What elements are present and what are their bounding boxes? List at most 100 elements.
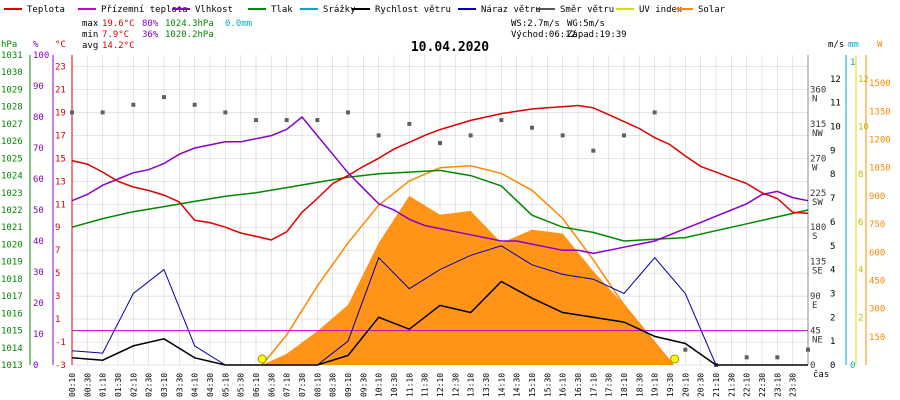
tick-wind-3: 9 <box>830 146 835 156</box>
tick-direction-8: 0 <box>810 361 815 371</box>
stats-avg-label: avg <box>82 41 98 51</box>
temperature-line <box>71 104 809 241</box>
wind-direction-point <box>499 118 504 123</box>
x-axis: 00:10 00:30 01:10 01:30 02:10 02:30 03:10 03:30… <box>68 373 798 397</box>
tick-wind-4: 8 <box>830 170 835 180</box>
x-tick-2: 01:10 <box>99 373 108 397</box>
x-tick-18: 09:10 <box>344 373 353 397</box>
tick-direction-0: 360 <box>810 85 826 95</box>
stats-max-press: 1024.3hPa <box>165 19 214 29</box>
tick-uv-4: 4 <box>858 266 863 276</box>
wind-direction-point <box>652 110 657 115</box>
legend-label-3: Tlak <box>271 5 293 15</box>
tick-direction-name-7: NE <box>812 336 823 346</box>
wind-direction-point <box>806 347 810 352</box>
tick-temperature-0: 23 <box>55 62 66 72</box>
x-tick-34: 17:10 <box>589 373 598 397</box>
tick-pressure-15: 1016 <box>1 309 23 319</box>
tick-humidity-5: 50 <box>33 206 44 216</box>
legend: Teplota Přízemní teplota Vlhkost Tlak Srážky… <box>4 5 726 15</box>
x-tick-41: 20:30 <box>697 373 706 397</box>
wind-direction-point <box>560 133 565 138</box>
tick-solar-8: 300 <box>869 305 885 315</box>
tick-direction-1: 315 <box>810 120 826 130</box>
x-tick-32: 16:10 <box>559 373 568 397</box>
tick-solar-7: 450 <box>869 276 885 286</box>
tick-wind-12: 0 <box>830 361 835 371</box>
wind-direction-point <box>162 95 166 100</box>
x-tick-21: 10:30 <box>390 373 399 397</box>
wind-direction-point <box>70 110 74 115</box>
tick-temperature-9: 5 <box>55 269 60 279</box>
tick-uv-5: 2 <box>858 313 863 323</box>
tick-humidity-1: 90 <box>33 82 44 92</box>
legend-label-5: Rychlost větru <box>375 5 451 15</box>
x-tick-8: 04:10 <box>191 373 200 397</box>
tick-wind-0: 12 <box>830 75 841 85</box>
tick-wind-1: 11 <box>830 99 841 109</box>
x-tick-15: 07:30 <box>298 373 307 397</box>
tick-direction-name-0: N <box>812 94 817 104</box>
tick-direction-3: 225 <box>810 189 826 199</box>
x-tick-24: 12:10 <box>436 373 445 397</box>
stats-min-temp: 7.9°C <box>102 30 129 40</box>
tick-pressure-17: 1014 <box>1 344 23 354</box>
tick-pressure-6: 1025 <box>1 154 23 164</box>
wind-direction-point <box>192 102 197 107</box>
tick-direction-4: 180 <box>810 223 826 233</box>
tick-pressure-9: 1022 <box>1 206 23 216</box>
wind-direction-point <box>223 110 228 115</box>
tick-temperature-7: 9 <box>55 223 60 233</box>
wind-direction-point <box>438 141 442 146</box>
tick-wind-2: 10 <box>830 123 841 133</box>
wind-direction-point <box>100 110 105 115</box>
tick-temperature-6: 11 <box>55 200 66 210</box>
wind-direction-point <box>683 347 688 352</box>
wind-direction-point <box>775 355 780 360</box>
legend-label-7: Směr větru <box>560 5 614 15</box>
x-tick-13: 06:30 <box>267 373 276 397</box>
tick-solar-1: 1350 <box>869 107 891 117</box>
wind-direction-point <box>376 133 381 138</box>
stats-max-label: max <box>82 19 99 29</box>
x-tick-39: 19:30 <box>666 373 675 397</box>
tick-pressure-8: 1023 <box>1 189 23 199</box>
tick-pressure-3: 1028 <box>1 103 23 113</box>
legend-label-9: Solar <box>698 5 726 15</box>
tick-solar-5: 750 <box>869 220 885 230</box>
tick-direction-name-4: S <box>812 232 817 242</box>
tick-solar-6: 600 <box>869 248 885 258</box>
tick-direction-2: 270 <box>810 154 826 164</box>
tick-solar-0: 1500 <box>869 79 891 89</box>
x-tick-4: 02:10 <box>129 373 138 397</box>
stats-avg-temp: 14.2°C <box>102 41 135 51</box>
axis-label-solar: W <box>877 40 883 50</box>
tick-temperature-8: 7 <box>55 246 60 256</box>
tick-direction-name-6: E <box>812 301 817 311</box>
tick-direction-5: 135 <box>810 258 826 268</box>
tick-wind-5: 7 <box>830 194 835 204</box>
x-tick-25: 12:30 <box>451 373 460 397</box>
x-tick-35: 17:30 <box>605 373 614 397</box>
wind-direction-point <box>284 118 289 123</box>
tick-humidity-2: 80 <box>33 113 44 123</box>
tick-solar-2: 1200 <box>869 136 891 146</box>
wind-direction-point <box>744 355 749 360</box>
wind-direction-point <box>622 133 626 138</box>
stats-max-temp: 19.6°C <box>102 19 135 29</box>
x-tick-9: 04:30 <box>206 373 215 397</box>
wind-ws: WS:2.7m/s <box>511 19 560 29</box>
stats-min-press: 1020.2hPa <box>165 30 214 40</box>
x-tick-42: 21:10 <box>712 373 721 397</box>
stats-max-hum: 80% <box>142 19 159 29</box>
x-tick-45: 22:30 <box>758 373 767 397</box>
x-tick-46: 23:10 <box>773 373 782 397</box>
x-tick-43: 21:30 <box>727 373 736 397</box>
tick-pressure-10: 1021 <box>1 223 23 233</box>
x-tick-10: 05:10 <box>221 373 230 397</box>
tick-solar-9: 150 <box>869 333 885 343</box>
wind-direction-point <box>468 133 473 138</box>
x-tick-29: 14:30 <box>513 373 522 397</box>
x-tick-17: 08:30 <box>329 373 338 397</box>
tick-wind-6: 6 <box>830 218 835 228</box>
